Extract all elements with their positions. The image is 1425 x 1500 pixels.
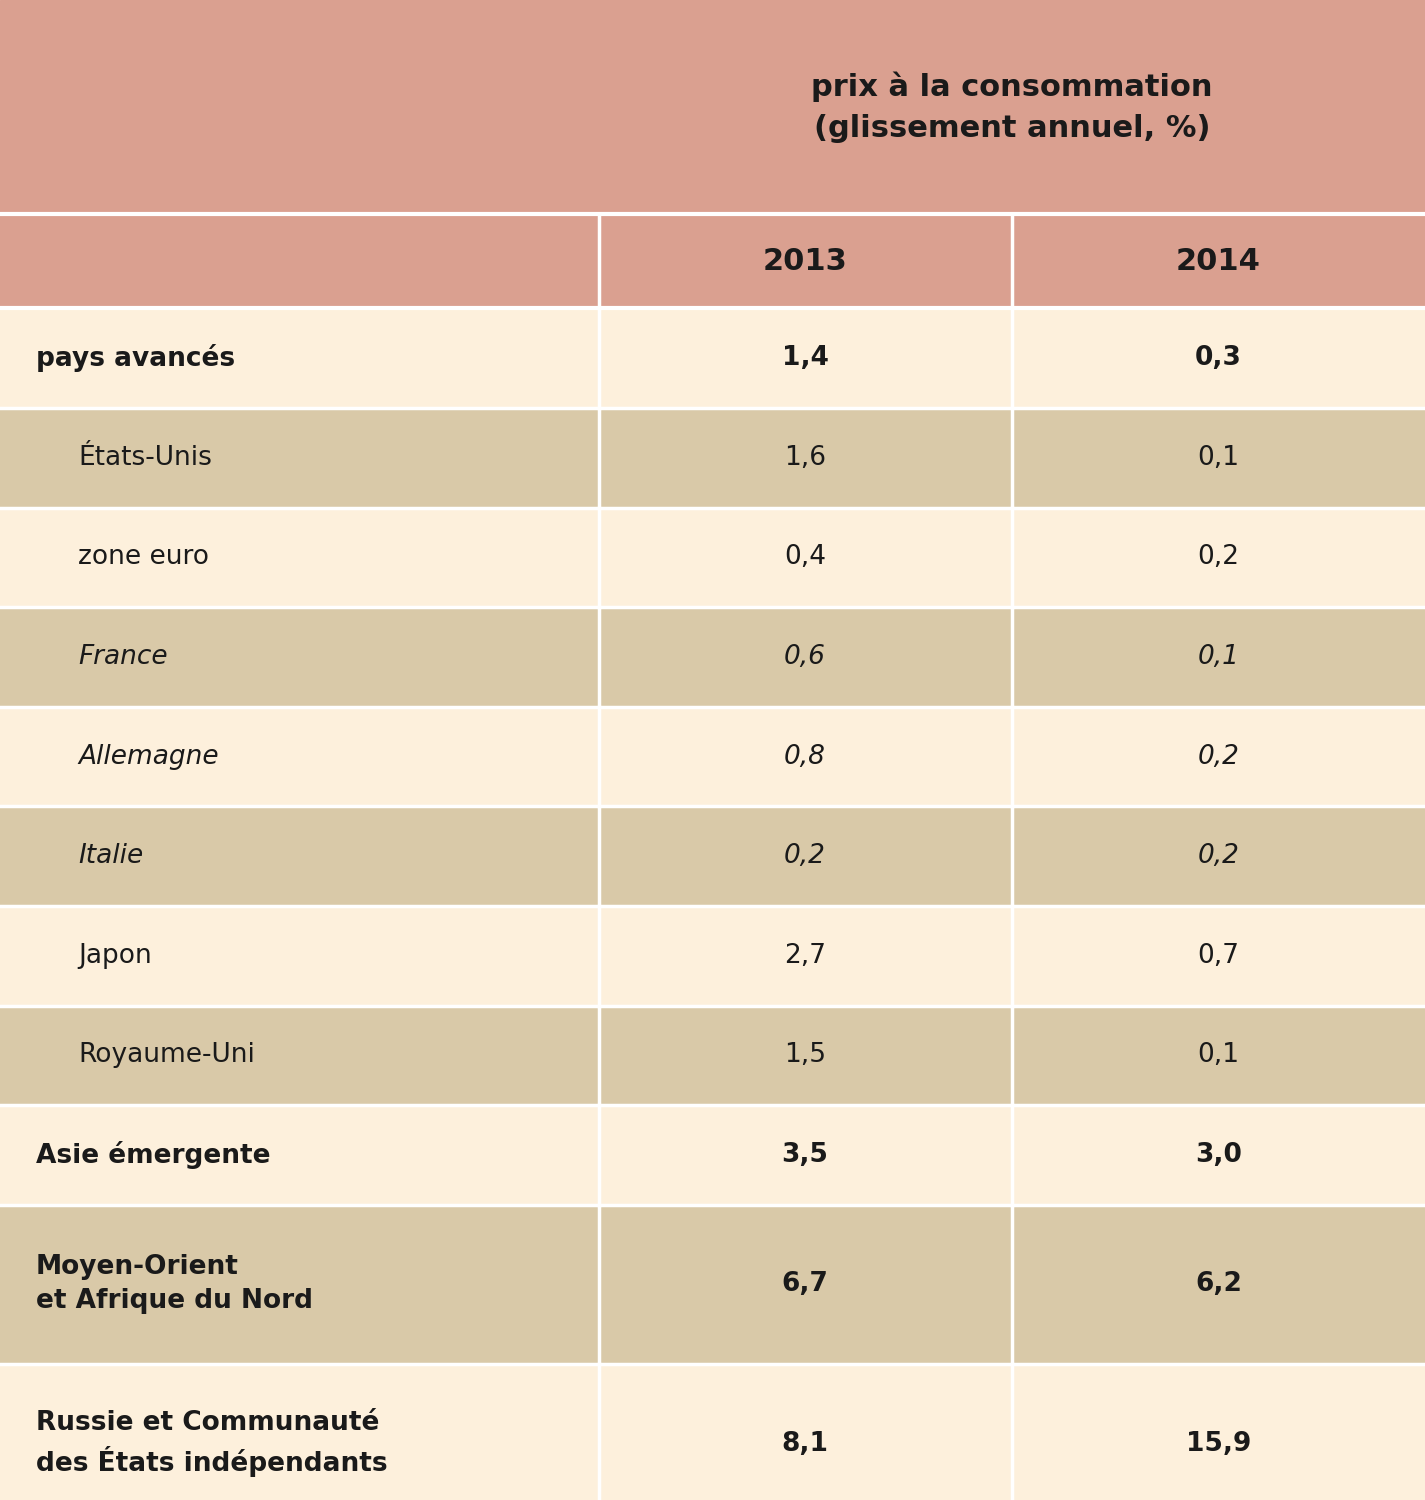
Bar <box>0 1005 1425 1106</box>
Text: Moyen-Orient
et Afrique du Nord: Moyen-Orient et Afrique du Nord <box>36 1254 312 1314</box>
Bar <box>0 0 1425 214</box>
Bar <box>0 1106 1425 1204</box>
Text: Italie: Italie <box>78 843 144 870</box>
Text: 15,9: 15,9 <box>1186 1431 1251 1456</box>
Text: 6,2: 6,2 <box>1196 1272 1241 1298</box>
Bar <box>0 807 1425 906</box>
Bar <box>0 507 1425 608</box>
Text: France: France <box>78 644 168 670</box>
Text: Royaume-Uni: Royaume-Uni <box>78 1042 255 1068</box>
Text: 0,1: 0,1 <box>1197 1042 1240 1068</box>
Text: 0,1: 0,1 <box>1197 446 1240 471</box>
Bar <box>0 906 1425 1005</box>
Bar <box>0 408 1425 507</box>
Text: 6,7: 6,7 <box>782 1272 828 1298</box>
Text: 0,6: 0,6 <box>784 644 826 670</box>
Bar <box>0 214 1425 309</box>
Text: 0,7: 0,7 <box>1197 944 1240 969</box>
Text: États-Unis: États-Unis <box>78 446 212 471</box>
Text: 1,4: 1,4 <box>782 345 828 372</box>
Text: 0,1: 0,1 <box>1197 644 1240 670</box>
Text: 1,6: 1,6 <box>784 446 826 471</box>
Text: 0,3: 0,3 <box>1196 345 1241 372</box>
Text: Allemagne: Allemagne <box>78 744 219 770</box>
Text: 3,0: 3,0 <box>1196 1142 1241 1168</box>
Bar <box>0 1204 1425 1364</box>
Bar <box>0 309 1425 408</box>
Text: 2013: 2013 <box>762 248 848 276</box>
Text: 0,2: 0,2 <box>1197 744 1240 770</box>
Text: 2,7: 2,7 <box>784 944 826 969</box>
Text: 2014: 2014 <box>1176 248 1261 276</box>
Text: zone euro: zone euro <box>78 544 209 570</box>
Text: Russie et Communauté
des États indépendants: Russie et Communauté des États indépenda… <box>36 1410 388 1478</box>
Text: 0,2: 0,2 <box>1197 544 1240 570</box>
Text: 8,1: 8,1 <box>782 1431 828 1456</box>
Text: 0,8: 0,8 <box>784 744 826 770</box>
Text: Asie émergente: Asie émergente <box>36 1142 271 1168</box>
Text: 0,2: 0,2 <box>784 843 826 870</box>
Text: 1,5: 1,5 <box>784 1042 826 1068</box>
Bar <box>0 608 1425 706</box>
Bar <box>0 706 1425 807</box>
Bar <box>0 1364 1425 1500</box>
Text: Japon: Japon <box>78 944 152 969</box>
Text: 0,4: 0,4 <box>784 544 826 570</box>
Text: prix à la consommation
(glissement annuel, %): prix à la consommation (glissement annue… <box>811 72 1213 142</box>
Text: pays avancés: pays avancés <box>36 345 235 372</box>
Text: 3,5: 3,5 <box>782 1142 828 1168</box>
Text: 0,2: 0,2 <box>1197 843 1240 870</box>
